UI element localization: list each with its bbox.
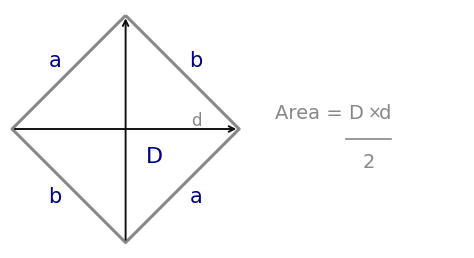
Text: ×: ×	[367, 104, 381, 123]
Text: b: b	[49, 187, 62, 207]
Text: a: a	[190, 187, 202, 207]
Text: a: a	[49, 51, 62, 71]
Text: d: d	[379, 104, 392, 123]
Text: Area =: Area =	[275, 104, 349, 123]
Text: b: b	[190, 51, 202, 71]
Text: D: D	[146, 147, 163, 167]
Text: d: d	[191, 112, 201, 130]
Text: D: D	[348, 104, 363, 123]
Text: 2: 2	[362, 153, 375, 172]
